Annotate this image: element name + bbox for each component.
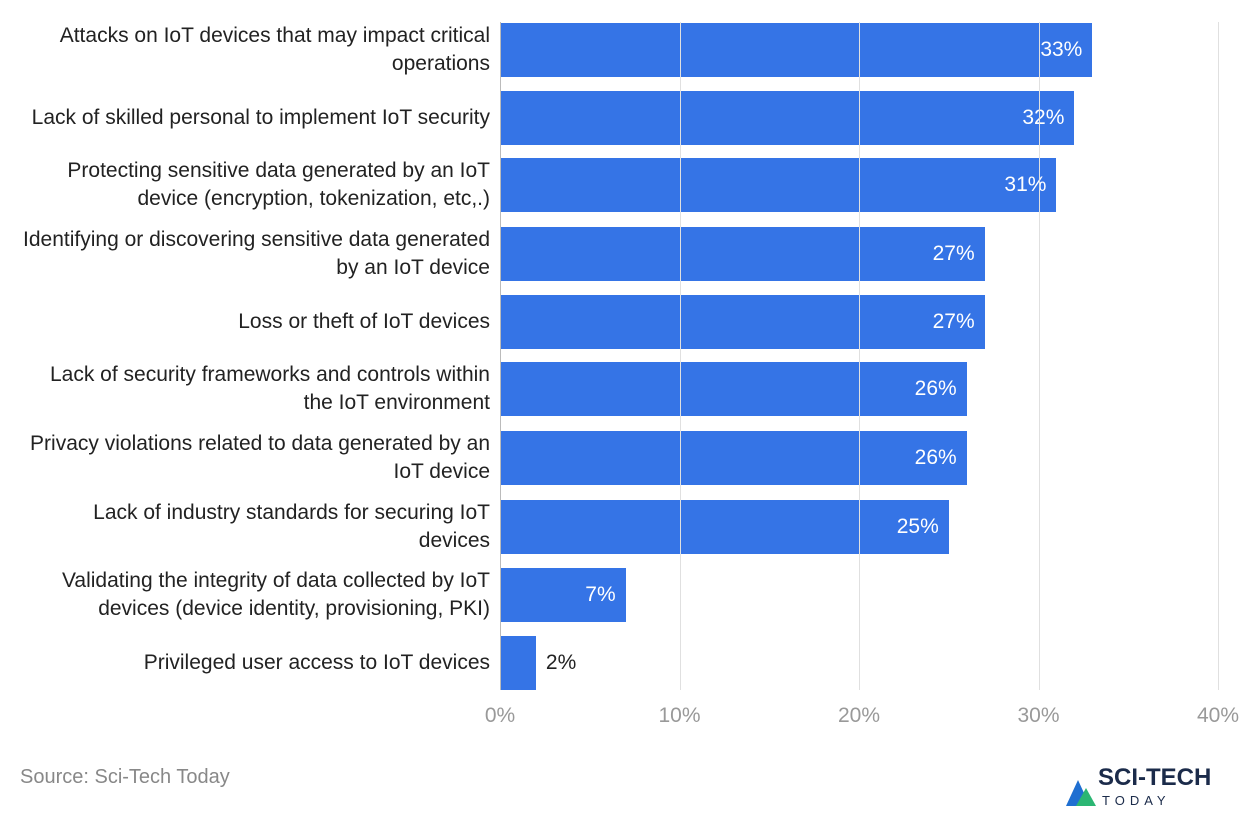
value-label: 27%: [932, 309, 975, 333]
x-tick-label: 30%: [1017, 704, 1060, 727]
value-label: 32%: [1022, 105, 1065, 129]
bar: 31%: [500, 158, 1057, 213]
x-tick-label: 0%: [484, 704, 516, 727]
chart: Attacks on IoT devices that may impact c…: [0, 22, 1240, 727]
category-label: Protecting sensitive data generated by a…: [67, 159, 490, 211]
bar-row: Attacks on IoT devices that may impact c…: [0, 22, 1240, 78]
bar-row: Loss or theft of IoT devices 27%: [0, 294, 1240, 349]
category-label: Lack of skilled personal to implement Io…: [31, 105, 490, 129]
x-tick-label: 10%: [658, 704, 701, 727]
bar: 26%: [500, 362, 967, 417]
bar-row: Lack of industry standards for securing …: [0, 499, 1240, 555]
grid-line: [679, 22, 681, 690]
x-tick-label: 40%: [1196, 704, 1240, 727]
bar-row: Validating the integrity of data collect…: [0, 567, 1240, 623]
bar-row: Privacy violations related to data gener…: [0, 430, 1240, 486]
bar: 27%: [500, 294, 985, 349]
category-label: Privacy violations related to data gener…: [30, 431, 490, 483]
source: Source: Sci-Tech Today: [20, 766, 230, 788]
axis-line: [500, 22, 501, 690]
grid-line: [859, 22, 860, 690]
value-label: 27%: [932, 241, 975, 265]
bar: 27%: [500, 226, 985, 281]
bar-row: Lack of security frameworks and controls…: [0, 361, 1240, 417]
value-label: 7%: [585, 583, 616, 607]
grid-line: [1038, 22, 1040, 690]
value-label: 33%: [1040, 38, 1083, 61]
category-label: Attacks on IoT devices that may impact c…: [59, 24, 490, 75]
logo-title: SCI-TECH: [1098, 766, 1211, 791]
bar-row: Protecting sensitive data generated by a…: [0, 157, 1240, 213]
bar: 33%: [500, 23, 1093, 77]
logo: SCI-TECH TODAY: [1064, 764, 1236, 808]
bar: 2%: [500, 635, 576, 690]
category-label: Privileged user access to IoT devices: [143, 650, 490, 674]
category-label: Identifying or discovering sensitive dat…: [23, 227, 490, 279]
bar: 32%: [500, 90, 1075, 145]
value-label: 2%: [545, 650, 577, 674]
category-label: Lack of industry standards for securing …: [93, 500, 490, 552]
category-label: Validating the integrity of data collect…: [61, 569, 490, 621]
plot: Attacks on IoT devices that may impact c…: [0, 22, 1240, 690]
category-label: Lack of security frameworks and controls…: [49, 363, 490, 415]
value-label: 31%: [1004, 173, 1047, 197]
bar: 25%: [500, 499, 949, 554]
bar: 26%: [500, 430, 967, 485]
logo-subtitle: TODAY: [1102, 793, 1171, 808]
x-tick-label: 20%: [837, 704, 881, 727]
grid-line: [1218, 22, 1219, 690]
value-label: 26%: [914, 445, 957, 469]
value-label: 25%: [896, 514, 939, 538]
bar-row: Lack of skilled personal to implement Io…: [0, 90, 1240, 145]
category-label: Loss or theft of IoT devices: [238, 309, 490, 333]
bar-row: Identifying or discovering sensitive dat…: [0, 226, 1240, 282]
value-label: 26%: [914, 377, 957, 401]
logo-icon: SCI-TECH TODAY: [1066, 764, 1211, 808]
bar: 7%: [500, 568, 626, 623]
bar-row: Privileged user access to IoT devices 2%: [0, 635, 1240, 690]
